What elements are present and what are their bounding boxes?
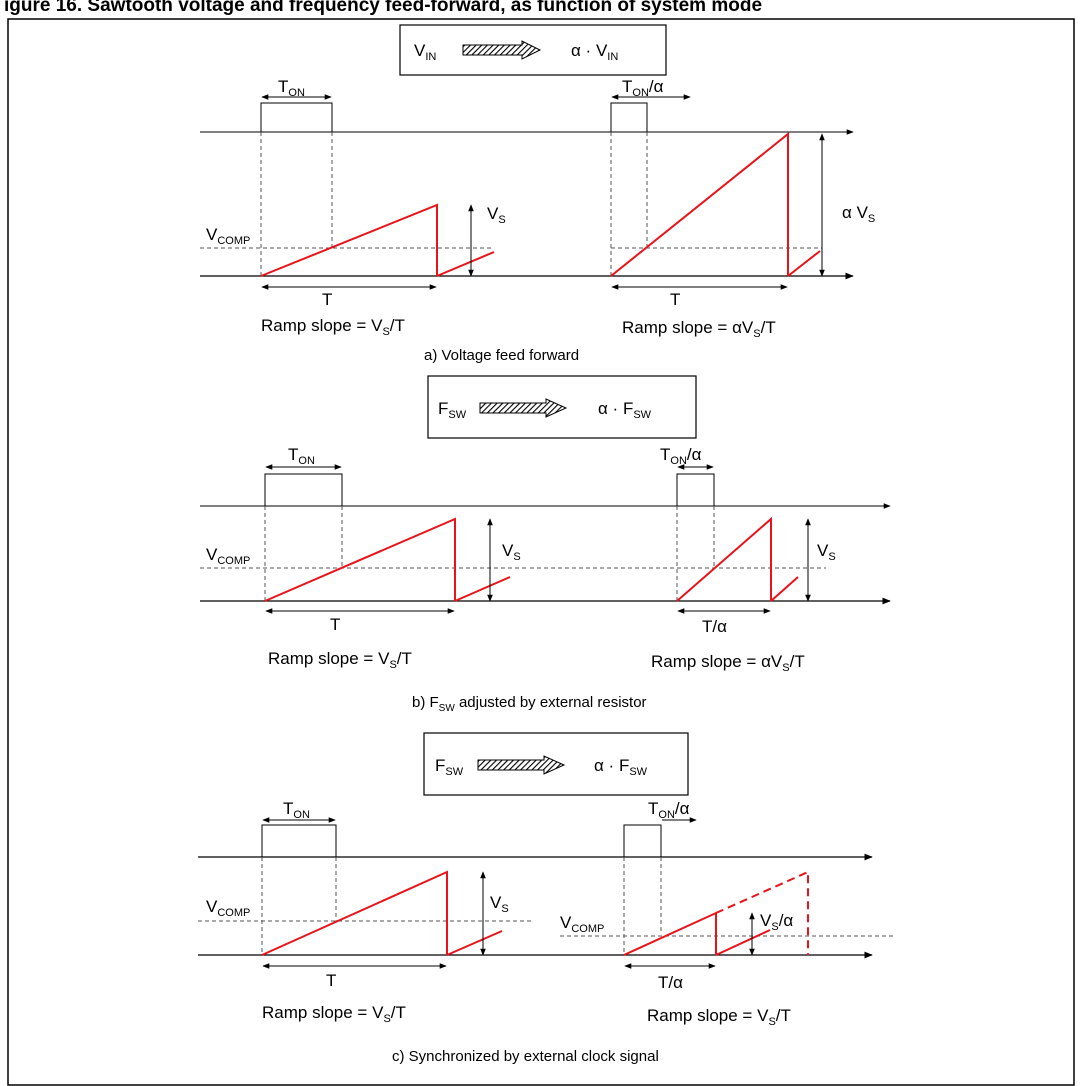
period-label: T xyxy=(326,971,336,990)
on-pulse xyxy=(264,473,343,507)
hatched-arrow-icon xyxy=(477,755,566,775)
ramp-slope-label: Ramp slope = VS/T xyxy=(268,649,412,671)
ramp-slope-label: Ramp slope = VS/T xyxy=(261,316,405,338)
panel-voltage-feed-forward: VIN α · VIN TON VCOMP VS T Ramp slope = … xyxy=(200,24,875,364)
ramp-slope-label: Ramp slope = αVS/T xyxy=(622,318,776,340)
transform-from: FSW xyxy=(435,756,464,778)
on-pulse xyxy=(260,102,333,133)
amplitude-label: VS xyxy=(490,893,509,915)
amplitude-label: VS/α xyxy=(760,911,793,933)
vcomp-label: VCOMP xyxy=(206,897,250,919)
transform-from: FSW xyxy=(438,399,467,421)
period-label: T xyxy=(322,290,332,309)
sawtooth-ramp xyxy=(261,870,503,956)
figure-frame xyxy=(7,18,1075,1086)
vcomp-label: VCOMP xyxy=(206,545,250,567)
figure-heading: igure 16. Sawtooth voltage and frequency… xyxy=(4,0,763,16)
transform-to: α · FSW xyxy=(598,399,652,421)
panel-synchronized-external-clock: FSW α · FSW TON VCOMP VS T Ramp slope = … xyxy=(198,732,896,1065)
ton-label: TON xyxy=(283,799,310,821)
amplitude-label: α VS xyxy=(842,203,875,225)
vcomp-label: VCOMP xyxy=(560,913,604,935)
ramp-slope-label: Ramp slope = VS/T xyxy=(262,1003,406,1025)
transform-to: α · FSW xyxy=(594,756,648,778)
sawtooth-ramp xyxy=(623,911,771,956)
amplitude-label: VS xyxy=(502,541,521,563)
sawtooth-ramp xyxy=(676,516,799,602)
sawtooth-ramp xyxy=(264,517,511,602)
on-pulse xyxy=(261,824,337,858)
ramp-slope-label: Ramp slope = αVS/T xyxy=(651,652,805,674)
amplitude-label: VS xyxy=(817,541,836,563)
panel-caption: a) Voltage feed forward xyxy=(424,347,579,364)
sawtooth-ramp xyxy=(260,203,495,277)
sawtooth-ramp xyxy=(610,131,821,277)
extended-ramp-dashed xyxy=(715,870,809,955)
ton-label: TON/α xyxy=(660,445,702,467)
hatched-arrow-icon xyxy=(462,40,542,60)
on-pulse xyxy=(676,473,715,507)
ton-label: TON/α xyxy=(648,799,690,821)
ton-label: TON xyxy=(278,77,305,99)
vcomp-label: VCOMP xyxy=(206,225,250,247)
transform-from: VIN xyxy=(414,41,436,63)
on-pulse xyxy=(610,102,648,133)
on-pulse xyxy=(623,824,662,858)
period-label: T/α xyxy=(658,973,683,992)
period-label: T xyxy=(670,290,680,309)
hatched-arrow-icon xyxy=(479,398,568,418)
period-label: T xyxy=(330,615,340,634)
panel-caption: b) FSW adjusted by external resistor xyxy=(412,694,647,714)
panel-fsw-external-resistor: FSW α · FSW TON VCOMP VS T Ramp slope = … xyxy=(200,375,891,714)
transform-to: α · VIN xyxy=(571,41,618,63)
amplitude-label: VS xyxy=(487,204,506,226)
panel-caption: c) Synchronized by external clock signal xyxy=(392,1048,659,1065)
ton-label: TON xyxy=(288,445,315,467)
ton-label: TON/α xyxy=(622,77,664,99)
ramp-slope-label: Ramp slope = VS/T xyxy=(647,1006,791,1028)
period-label: T/α xyxy=(702,617,727,636)
